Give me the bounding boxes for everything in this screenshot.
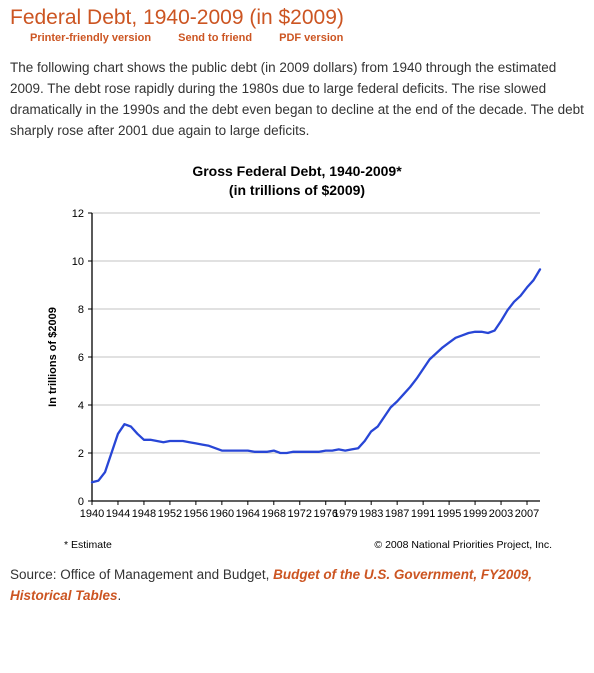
- svg-text:1983: 1983: [359, 508, 383, 520]
- chart-container: Gross Federal Debt, 1940-2009* (in trill…: [10, 162, 584, 552]
- svg-text:2003: 2003: [489, 508, 513, 520]
- svg-text:1952: 1952: [158, 508, 182, 520]
- svg-text:4: 4: [78, 400, 84, 412]
- source-line: Source: Office of Management and Budget,…: [10, 565, 584, 607]
- chart-estimate-note: * Estimate: [64, 539, 112, 551]
- svg-text:1979: 1979: [333, 508, 357, 520]
- svg-text:1991: 1991: [411, 508, 435, 520]
- chart-title-line2: (in trillions of $2009): [10, 181, 584, 200]
- svg-text:1960: 1960: [210, 508, 234, 520]
- page-title: Federal Debt, 1940-2009 (in $2009): [10, 6, 584, 30]
- svg-text:0: 0: [78, 496, 84, 508]
- svg-text:1948: 1948: [132, 508, 156, 520]
- svg-text:2007: 2007: [515, 508, 539, 520]
- source-prefix: Source: Office of Management and Budget,: [10, 567, 273, 582]
- printer-friendly-link[interactable]: Printer-friendly version: [30, 32, 151, 44]
- svg-text:1940: 1940: [80, 508, 104, 520]
- svg-text:1968: 1968: [262, 508, 286, 520]
- svg-text:1956: 1956: [184, 508, 208, 520]
- svg-text:1972: 1972: [288, 508, 312, 520]
- pdf-version-link[interactable]: PDF version: [279, 32, 343, 44]
- intro-paragraph: The following chart shows the public deb…: [10, 58, 584, 142]
- source-suffix: .: [118, 588, 122, 603]
- svg-text:6: 6: [78, 352, 84, 364]
- svg-text:1999: 1999: [463, 508, 487, 520]
- svg-text:1964: 1964: [236, 508, 260, 520]
- svg-text:1995: 1995: [437, 508, 461, 520]
- svg-text:1944: 1944: [106, 508, 130, 520]
- chart-title-line1: Gross Federal Debt, 1940-2009*: [10, 162, 584, 181]
- send-to-friend-link[interactable]: Send to friend: [178, 32, 252, 44]
- header-links: Printer-friendly version Send to friend …: [30, 32, 584, 44]
- svg-text:2: 2: [78, 448, 84, 460]
- debt-line-chart: 0 2 4 6 8 10 12 1940194419481952195619601964196…: [42, 205, 552, 535]
- chart-y-axis-label: In trillions of $2009: [47, 308, 59, 408]
- svg-text:8: 8: [78, 304, 84, 316]
- svg-text:1987: 1987: [385, 508, 409, 520]
- svg-text:12: 12: [72, 208, 84, 220]
- chart-copyright-note: © 2008 National Priorities Project, Inc.: [374, 539, 552, 551]
- svg-text:10: 10: [72, 256, 84, 268]
